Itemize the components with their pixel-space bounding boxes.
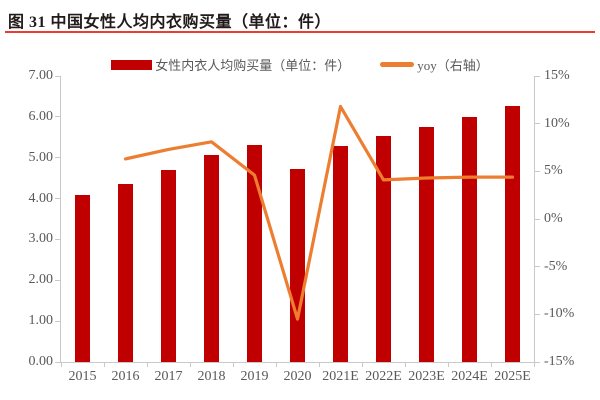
x-axis-tick	[447, 362, 449, 367]
y-axis-right-tick	[535, 218, 540, 220]
y-axis-right-tick	[535, 123, 540, 125]
y-axis-left-label: 7.00	[28, 68, 54, 83]
bar-2023E	[419, 126, 434, 362]
y-axis-left-label: 3.00	[28, 231, 54, 247]
bar-2018	[204, 154, 219, 362]
x-axis-label: 2021E	[322, 369, 359, 384]
bar-2021E	[333, 145, 348, 362]
x-axis-tick	[533, 362, 535, 367]
y-axis-left-tick	[55, 279, 60, 281]
bar-2020	[290, 168, 305, 362]
y-axis-right-label: -15%	[544, 354, 575, 369]
legend-label-bar-series: 女性内衣人均购买量（单位：件）	[155, 58, 351, 73]
y-axis-left-label: 1.00	[28, 313, 54, 329]
legend-item-bar-series: 女性内衣人均购买量（单位：件）	[111, 55, 350, 74]
bar-2019	[247, 145, 262, 362]
y-axis-left-tick	[55, 198, 60, 200]
x-axis-tick	[404, 362, 406, 367]
y-axis-right-label: -5%	[544, 258, 568, 274]
y-axis-left-tick	[55, 116, 60, 118]
x-axis-tick	[232, 362, 234, 367]
y-axis-left-label: 4.00	[28, 190, 54, 206]
y-axis-right-label: 5%	[544, 163, 563, 179]
y-axis-left-tick	[55, 320, 60, 322]
x-axis-tick	[361, 362, 363, 367]
title-underline	[5, 31, 595, 33]
x-axis-label: 2023E	[408, 369, 445, 384]
y-axis-right-label: -10%	[544, 306, 575, 322]
x-axis-tick	[275, 362, 277, 367]
y-axis-right-tick	[535, 361, 540, 363]
y-axis-left-tick	[55, 361, 60, 363]
x-axis-tick	[146, 362, 148, 367]
x-axis-tick	[189, 362, 191, 367]
figure-title: 图 31 中国女性人均内衣购买量（单位：件）	[8, 14, 332, 31]
bar-series-swatch-icon	[111, 59, 153, 70]
y-axis-left-label: 6.00	[28, 108, 54, 124]
x-axis-label: 2016	[111, 369, 140, 384]
x-axis-label: 2017	[154, 369, 183, 384]
bar-2022E	[376, 136, 391, 362]
y-axis-left-label: 2.00	[28, 272, 54, 288]
x-axis-label: 2018	[197, 369, 226, 384]
bar-2017	[161, 169, 176, 362]
y-axis-right-tick	[535, 313, 540, 315]
y-axis-right-label: 15%	[544, 68, 570, 83]
y-axis-right-tick	[535, 266, 540, 268]
y-axis-left-label: 0.00	[28, 354, 54, 369]
x-axis-label: 2020	[283, 369, 312, 384]
y-axis-right-label: 10%	[544, 115, 570, 131]
y-axis-right-label: 0%	[544, 211, 563, 226]
line-series-swatch-icon	[380, 62, 415, 67]
y-axis-right-tick	[535, 170, 540, 172]
x-axis-label: 2024E	[451, 369, 488, 384]
x-axis-label: 2015	[68, 369, 97, 384]
y-axis-left-tick	[55, 157, 60, 159]
x-axis-tick	[103, 362, 105, 367]
y-axis-right-tick	[535, 75, 540, 77]
x-axis-label: 2025E	[494, 369, 531, 384]
legend-item-line-series: yoy（右轴）	[380, 55, 489, 74]
yoy-line-layer	[123, 104, 515, 321]
yoy-line	[123, 104, 515, 321]
plot-area: 0.00 1.00 2.00 3.00 4.00 5.00 6.00 7.00 -15% -10%…	[29, 68, 575, 384]
y-axis-left-tick	[55, 238, 60, 240]
x-axis-label: 2022E	[365, 369, 402, 384]
bar-2016	[118, 183, 133, 362]
x-axis-tick	[490, 362, 492, 367]
x-axis-label: 2019	[240, 369, 269, 384]
bar-2015	[75, 194, 90, 362]
x-axis-tick	[318, 362, 320, 367]
x-axis-tick	[60, 362, 62, 367]
y-axis-left-tick	[55, 75, 60, 77]
chart-legend: 女性内衣人均购买量（单位：件） yoy（右轴）	[0, 55, 600, 74]
bar-2025E	[505, 106, 520, 362]
legend-label-line-series: yoy（右轴）	[417, 58, 489, 73]
y-axis-left-label: 5.00	[28, 149, 54, 165]
